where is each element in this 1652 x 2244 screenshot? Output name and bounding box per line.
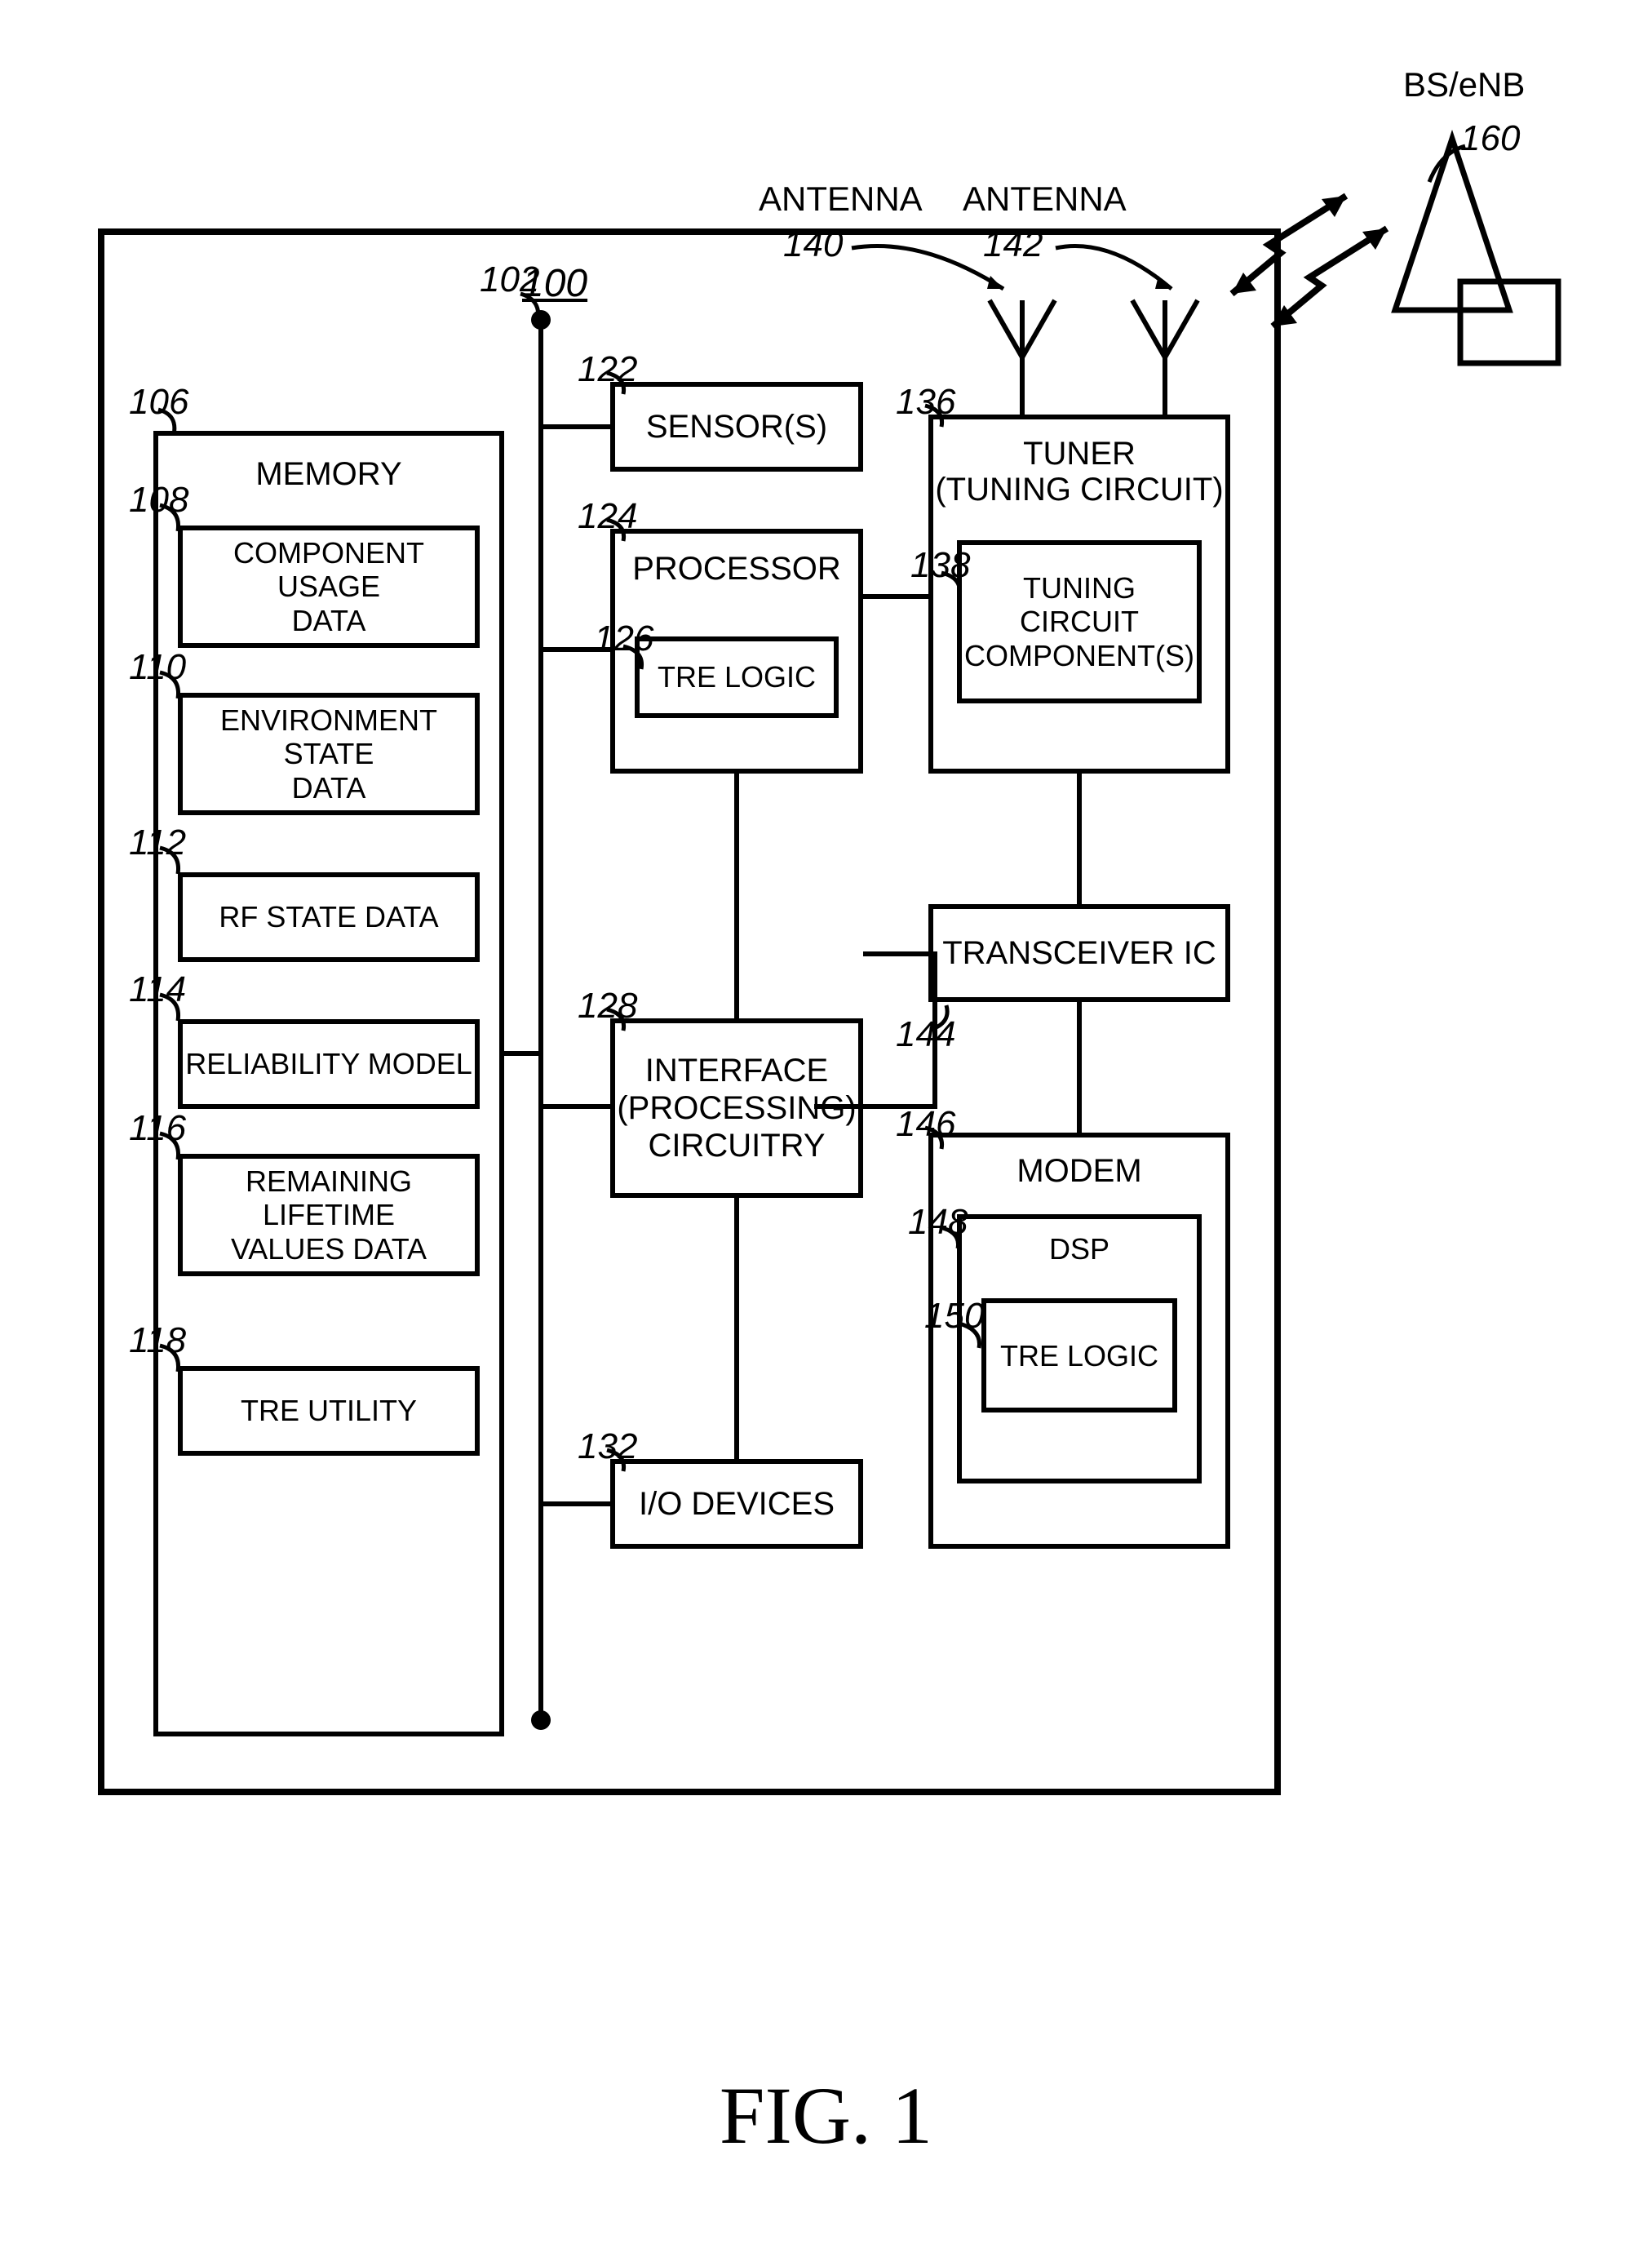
leader-132 [604,1447,653,1496]
xcvr-modem-line [1077,1002,1082,1134]
antenna-2-label: ANTENNA [963,180,1127,219]
iface-xcvr-v [932,951,937,1109]
tuning-comp-box: TUNING CIRCUIT COMPONENT(S) [957,540,1202,703]
component-usage-box: COMPONENT USAGE DATA [178,526,480,648]
figure-caption: FIG. 1 [0,2069,1652,2162]
dsp-label: DSP [1049,1219,1109,1266]
leader-146 [922,1124,971,1173]
xcvr-box: TRANSCEIVER IC [928,904,1230,1002]
rf-link-icon [1207,163,1419,347]
leader-116 [155,1129,204,1177]
leader-110 [155,667,204,716]
sensors-bus-line [541,424,612,429]
tre-logic-modem-box: TRE LOGIC [981,1298,1177,1412]
iface-bus-line [541,1104,612,1109]
leader-122 [604,370,653,419]
mem-bus-line [504,1051,542,1056]
antenna-1-label: ANTENNA [759,180,923,219]
leader-150 [956,1319,1005,1368]
iface-xcvr-conn [863,951,930,956]
leader-136 [922,402,971,451]
io-devices-label: I/O DEVICES [639,1485,835,1523]
tuner-xcvr-line [1077,774,1082,906]
remaining-box: REMAINING LIFETIME VALUES DATA [178,1154,480,1276]
antenna-1-icon [981,300,1063,419]
leader-112 [155,843,204,892]
io-bus-line [541,1501,612,1506]
leader-126 [620,641,669,690]
leader-138 [938,568,987,617]
rf-state-box: RF STATE DATA [178,872,480,962]
processor-label: PROCESSOR [632,534,841,588]
tuner-label: TUNER (TUNING CIRCUIT) [935,419,1223,508]
leader-148 [937,1222,985,1271]
bus-bottom-dot [531,1710,551,1730]
proc-tuner-line [863,594,930,599]
tre-utility-box: TRE UTILITY [178,1366,480,1456]
xcvr-label: TRANSCEIVER IC [942,934,1216,972]
leader-128 [604,1006,653,1055]
ref-140: 140 [783,224,843,265]
env-state-box: ENVIRONMENT STATE DATA [178,693,480,815]
spacer [814,1104,819,1109]
reliability-box: RELIABILITY MODEL [178,1019,480,1109]
sensors-label: SENSOR(S) [646,408,827,446]
device-outer-box: 102 MEMORY COMPONENT USAGE DATA ENVIRONM… [98,228,1281,1795]
leader-106 [153,406,202,455]
leader-118 [155,1341,204,1390]
memory-label: MEMORY [255,436,401,493]
proc-iface-line [734,774,739,1020]
antenna-2-icon [1124,300,1206,419]
leader-124 [604,517,653,565]
leader-108 [155,500,204,549]
modem-label: MODEM [1016,1138,1141,1190]
leader-102 [512,284,561,333]
leader-142 [1052,237,1183,310]
bs-label: BS/eNB [1403,65,1525,104]
memory-box: MEMORY COMPONENT USAGE DATA ENVIRONMENT … [153,431,504,1736]
leader-140 [848,237,1012,310]
bus-line [538,317,543,1720]
proc-bus-line [541,647,612,652]
iface-io-line [734,1198,739,1461]
leader-114 [155,990,204,1039]
